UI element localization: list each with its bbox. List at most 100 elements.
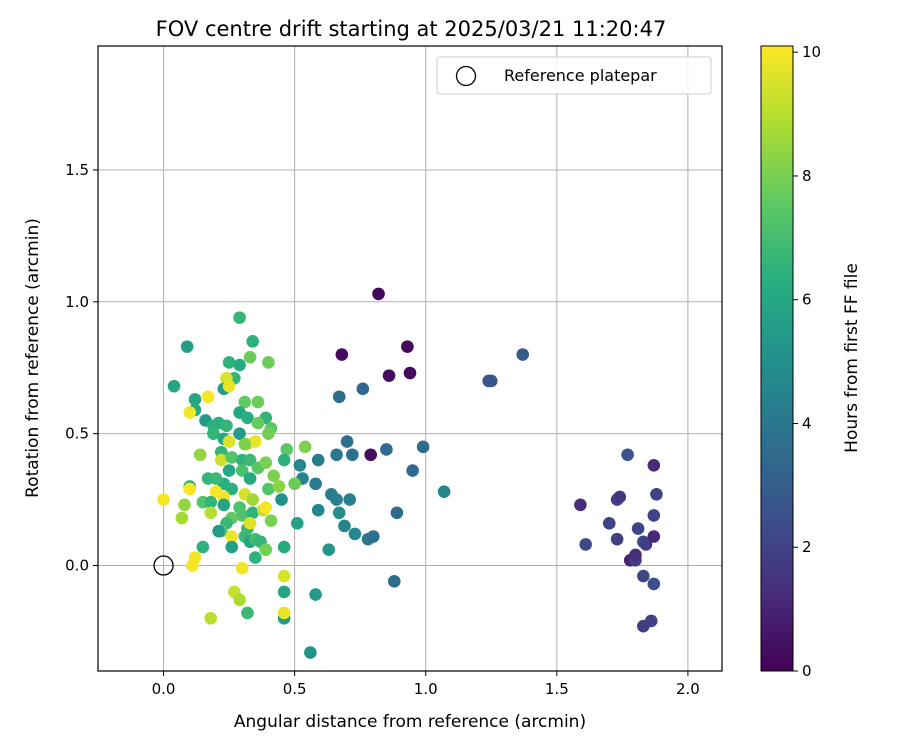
data-point xyxy=(186,559,199,572)
data-point xyxy=(225,451,239,464)
data-point xyxy=(241,411,254,425)
data-point xyxy=(251,416,265,430)
data-point xyxy=(621,448,634,462)
data-point xyxy=(183,482,197,496)
data-point xyxy=(602,517,616,530)
x-axis-label: Angular distance from reference (arcmin) xyxy=(234,712,586,732)
grid-lines xyxy=(98,46,722,671)
data-point xyxy=(277,453,291,467)
data-point xyxy=(238,437,252,451)
x-axis-ticks: 0.0 0.5 1.0 1.5 2.0 xyxy=(152,671,700,698)
legend: Reference platepar xyxy=(436,56,712,95)
reference-platepar-marker xyxy=(153,555,174,576)
data-point xyxy=(304,646,317,659)
data-point xyxy=(332,390,346,404)
data-point xyxy=(246,335,259,348)
data-point xyxy=(437,485,451,498)
chart-title: FOV centre drift starting at 2025/03/21 … xyxy=(156,17,667,41)
data-point xyxy=(259,456,273,469)
colorbar-tick-label: 6 xyxy=(802,291,812,309)
data-point xyxy=(330,448,343,462)
data-point xyxy=(225,530,239,543)
data-point xyxy=(280,443,294,456)
data-point xyxy=(647,459,661,472)
data-point xyxy=(241,606,254,620)
data-point xyxy=(364,448,377,462)
colorbar-ticks: 0 2 4 6 8 10 xyxy=(793,43,821,680)
data-point xyxy=(233,427,246,440)
data-point xyxy=(390,506,404,520)
data-point xyxy=(335,348,349,361)
data-point xyxy=(309,477,322,491)
data-point xyxy=(356,382,370,396)
plot-frame xyxy=(97,45,723,672)
data-point xyxy=(406,464,419,477)
y-tick-label: 0.5 xyxy=(65,425,89,443)
data-point xyxy=(387,575,401,588)
data-point xyxy=(249,551,262,564)
data-point xyxy=(330,493,343,506)
data-point xyxy=(222,435,236,448)
data-point xyxy=(196,540,210,554)
legend-marker-icon xyxy=(455,65,477,87)
data-point xyxy=(516,348,530,361)
data-point xyxy=(484,374,498,388)
reference-layer xyxy=(153,555,174,576)
data-point xyxy=(277,606,291,620)
data-point xyxy=(233,311,246,324)
colorbar-label: Hours from first FF file xyxy=(842,263,862,453)
data-point xyxy=(183,406,197,419)
data-point xyxy=(235,464,249,477)
data-point xyxy=(262,427,275,440)
data-point xyxy=(311,453,325,467)
data-point xyxy=(343,493,357,506)
data-point xyxy=(275,493,288,506)
data-point xyxy=(233,358,246,372)
data-point xyxy=(416,440,430,454)
data-point xyxy=(188,393,202,406)
colorbar-tick-label: 0 xyxy=(802,662,812,680)
data-point xyxy=(222,464,236,477)
data-point xyxy=(193,448,207,462)
data-point xyxy=(225,482,239,496)
data-point xyxy=(366,530,380,543)
data-point xyxy=(340,435,354,448)
colorbar-tick-label: 8 xyxy=(802,167,812,185)
data-point xyxy=(249,435,262,448)
data-point xyxy=(209,472,223,485)
colorbar-tick-label: 10 xyxy=(802,43,821,61)
data-point xyxy=(201,390,215,404)
data-point xyxy=(288,477,301,491)
data-point xyxy=(259,501,273,514)
data-point xyxy=(372,287,385,301)
data-point xyxy=(637,569,650,583)
data-point xyxy=(403,366,417,380)
colorbar-tick-label: 4 xyxy=(802,414,812,432)
data-point xyxy=(262,356,275,369)
x-tick-label: 1.0 xyxy=(414,680,438,698)
data-point xyxy=(204,611,218,625)
y-axis-ticks: 0.0 0.5 1.0 1.5 xyxy=(65,161,98,575)
data-point xyxy=(267,469,280,483)
data-point xyxy=(262,482,275,496)
data-point xyxy=(235,561,249,575)
data-point xyxy=(647,530,661,543)
data-point xyxy=(238,395,252,409)
colorbar-tick-label: 2 xyxy=(802,538,812,556)
data-point xyxy=(222,379,236,393)
data-point xyxy=(259,543,273,556)
x-tick-label: 1.5 xyxy=(545,680,569,698)
data-point xyxy=(574,498,587,512)
data-point xyxy=(214,453,228,467)
data-point xyxy=(235,509,249,522)
data-point xyxy=(243,350,257,364)
data-point xyxy=(338,519,351,533)
data-point xyxy=(272,480,286,493)
data-point xyxy=(380,443,393,456)
data-point xyxy=(631,522,645,535)
legend-box xyxy=(436,56,712,95)
data-point xyxy=(639,538,653,551)
x-tick-label: 0.5 xyxy=(283,680,307,698)
data-point xyxy=(650,488,663,501)
data-point xyxy=(167,379,181,393)
